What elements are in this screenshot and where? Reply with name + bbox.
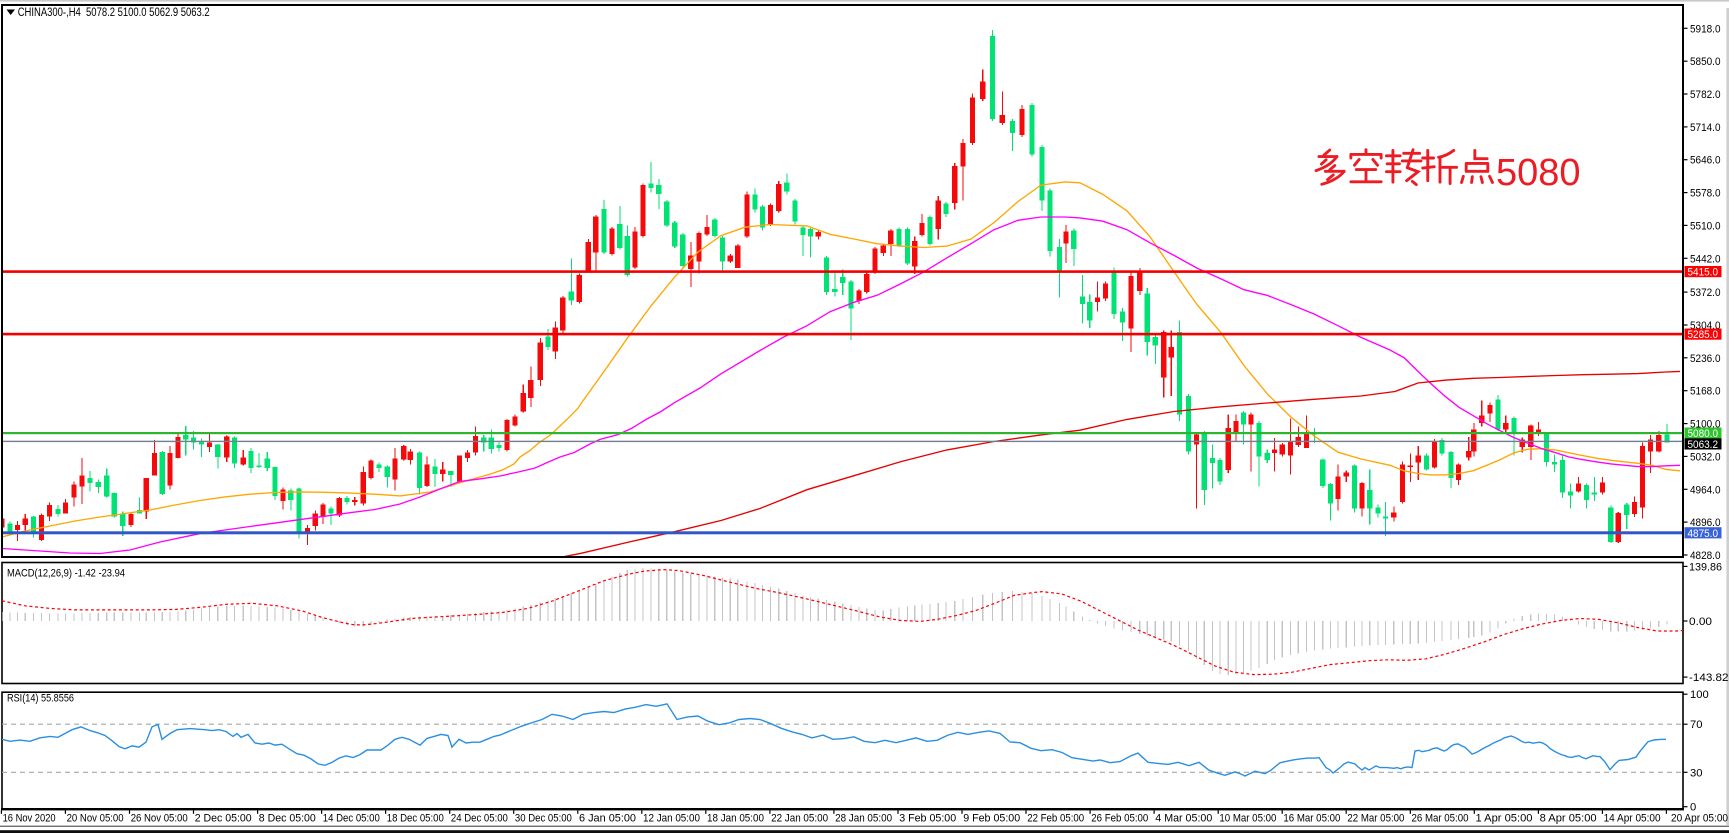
svg-text:26 Nov 05:00: 26 Nov 05:00 bbox=[131, 812, 188, 824]
svg-text:4896.0: 4896.0 bbox=[1690, 517, 1721, 529]
svg-text:4 Mar 05:00: 4 Mar 05:00 bbox=[1155, 812, 1212, 824]
svg-text:10 Mar 05:00: 10 Mar 05:00 bbox=[1219, 812, 1276, 824]
svg-text:5442.0: 5442.0 bbox=[1690, 253, 1721, 265]
svg-text:22 Mar 05:00: 22 Mar 05:00 bbox=[1347, 812, 1404, 824]
svg-text:5285.0: 5285.0 bbox=[1688, 329, 1719, 341]
svg-text:18 Jan 05:00: 18 Jan 05:00 bbox=[707, 812, 764, 824]
svg-text:30: 30 bbox=[1690, 767, 1702, 779]
svg-text:139.86: 139.86 bbox=[1689, 561, 1722, 573]
svg-text:2 Dec 05:00: 2 Dec 05:00 bbox=[195, 812, 252, 824]
svg-text:5918.0: 5918.0 bbox=[1690, 23, 1721, 35]
svg-text:0.00: 0.00 bbox=[1689, 616, 1712, 628]
svg-text:16 Nov 2020: 16 Nov 2020 bbox=[3, 812, 56, 824]
svg-text:26 Feb 05:00: 26 Feb 05:00 bbox=[1091, 812, 1148, 824]
svg-text:6 Jan 05:00: 6 Jan 05:00 bbox=[579, 812, 636, 824]
svg-text:100: 100 bbox=[1690, 689, 1709, 701]
svg-text:5032.0: 5032.0 bbox=[1690, 451, 1721, 463]
svg-text:5372.0: 5372.0 bbox=[1690, 287, 1721, 299]
svg-text:70: 70 bbox=[1690, 719, 1702, 731]
svg-text:20 Nov 05:00: 20 Nov 05:00 bbox=[67, 812, 124, 824]
svg-text:5714.0: 5714.0 bbox=[1690, 122, 1721, 134]
svg-text:5236.0: 5236.0 bbox=[1690, 353, 1721, 365]
svg-text:CHINA300-,H4 5078.2 5100.0 50: CHINA300-,H4 5078.2 5100.0 5062.9 5063.2 bbox=[18, 5, 210, 19]
svg-text:5063.2: 5063.2 bbox=[1688, 439, 1719, 451]
svg-text:28 Jan 05:00: 28 Jan 05:00 bbox=[835, 812, 892, 824]
svg-text:16 Mar 05:00: 16 Mar 05:00 bbox=[1283, 812, 1340, 824]
svg-text:0: 0 bbox=[1690, 802, 1696, 814]
svg-text:8 Dec 05:00: 8 Dec 05:00 bbox=[259, 812, 316, 824]
svg-text:20 Apr 05:00: 20 Apr 05:00 bbox=[1671, 812, 1728, 824]
svg-text:MACD(12,26,9) -1.42 -23.94: MACD(12,26,9) -1.42 -23.94 bbox=[7, 568, 125, 580]
svg-text:5510.0: 5510.0 bbox=[1690, 220, 1721, 232]
svg-text:4828.0: 4828.0 bbox=[1690, 550, 1721, 562]
svg-text:18 Dec 05:00: 18 Dec 05:00 bbox=[387, 812, 444, 824]
svg-text:24 Dec 05:00: 24 Dec 05:00 bbox=[451, 812, 508, 824]
svg-text:RSI(14) 55.8556: RSI(14) 55.8556 bbox=[7, 693, 74, 705]
svg-text:5080.0: 5080.0 bbox=[1688, 428, 1719, 440]
svg-text:5415.0: 5415.0 bbox=[1688, 267, 1719, 279]
svg-text:5578.0: 5578.0 bbox=[1690, 188, 1721, 200]
svg-text:9 Feb 05:00: 9 Feb 05:00 bbox=[963, 812, 1020, 824]
svg-text:26 Mar 05:00: 26 Mar 05:00 bbox=[1412, 812, 1469, 824]
svg-text:5646.0: 5646.0 bbox=[1690, 155, 1721, 167]
svg-text:8 Apr 05:00: 8 Apr 05:00 bbox=[1540, 812, 1597, 824]
svg-text:14 Apr 05:00: 14 Apr 05:00 bbox=[1604, 812, 1661, 824]
svg-text:4964.0: 4964.0 bbox=[1690, 484, 1721, 496]
svg-text:22 Jan 05:00: 22 Jan 05:00 bbox=[771, 812, 828, 824]
svg-text:12 Jan 05:00: 12 Jan 05:00 bbox=[643, 812, 700, 824]
svg-text:-143.82: -143.82 bbox=[1689, 672, 1729, 684]
svg-text:5782.0: 5782.0 bbox=[1690, 89, 1721, 101]
svg-text:30 Dec 05:00: 30 Dec 05:00 bbox=[515, 812, 572, 824]
svg-text:1 Apr 05:00: 1 Apr 05:00 bbox=[1476, 812, 1533, 824]
svg-text:14 Dec 05:00: 14 Dec 05:00 bbox=[323, 812, 380, 824]
svg-text:5080: 5080 bbox=[1496, 152, 1581, 194]
svg-text:5168.0: 5168.0 bbox=[1690, 386, 1721, 398]
svg-text:5850.0: 5850.0 bbox=[1690, 56, 1721, 68]
svg-text:4875.0: 4875.0 bbox=[1688, 528, 1719, 540]
svg-text:22 Feb 05:00: 22 Feb 05:00 bbox=[1027, 812, 1084, 824]
svg-text:3 Feb 05:00: 3 Feb 05:00 bbox=[899, 812, 956, 824]
